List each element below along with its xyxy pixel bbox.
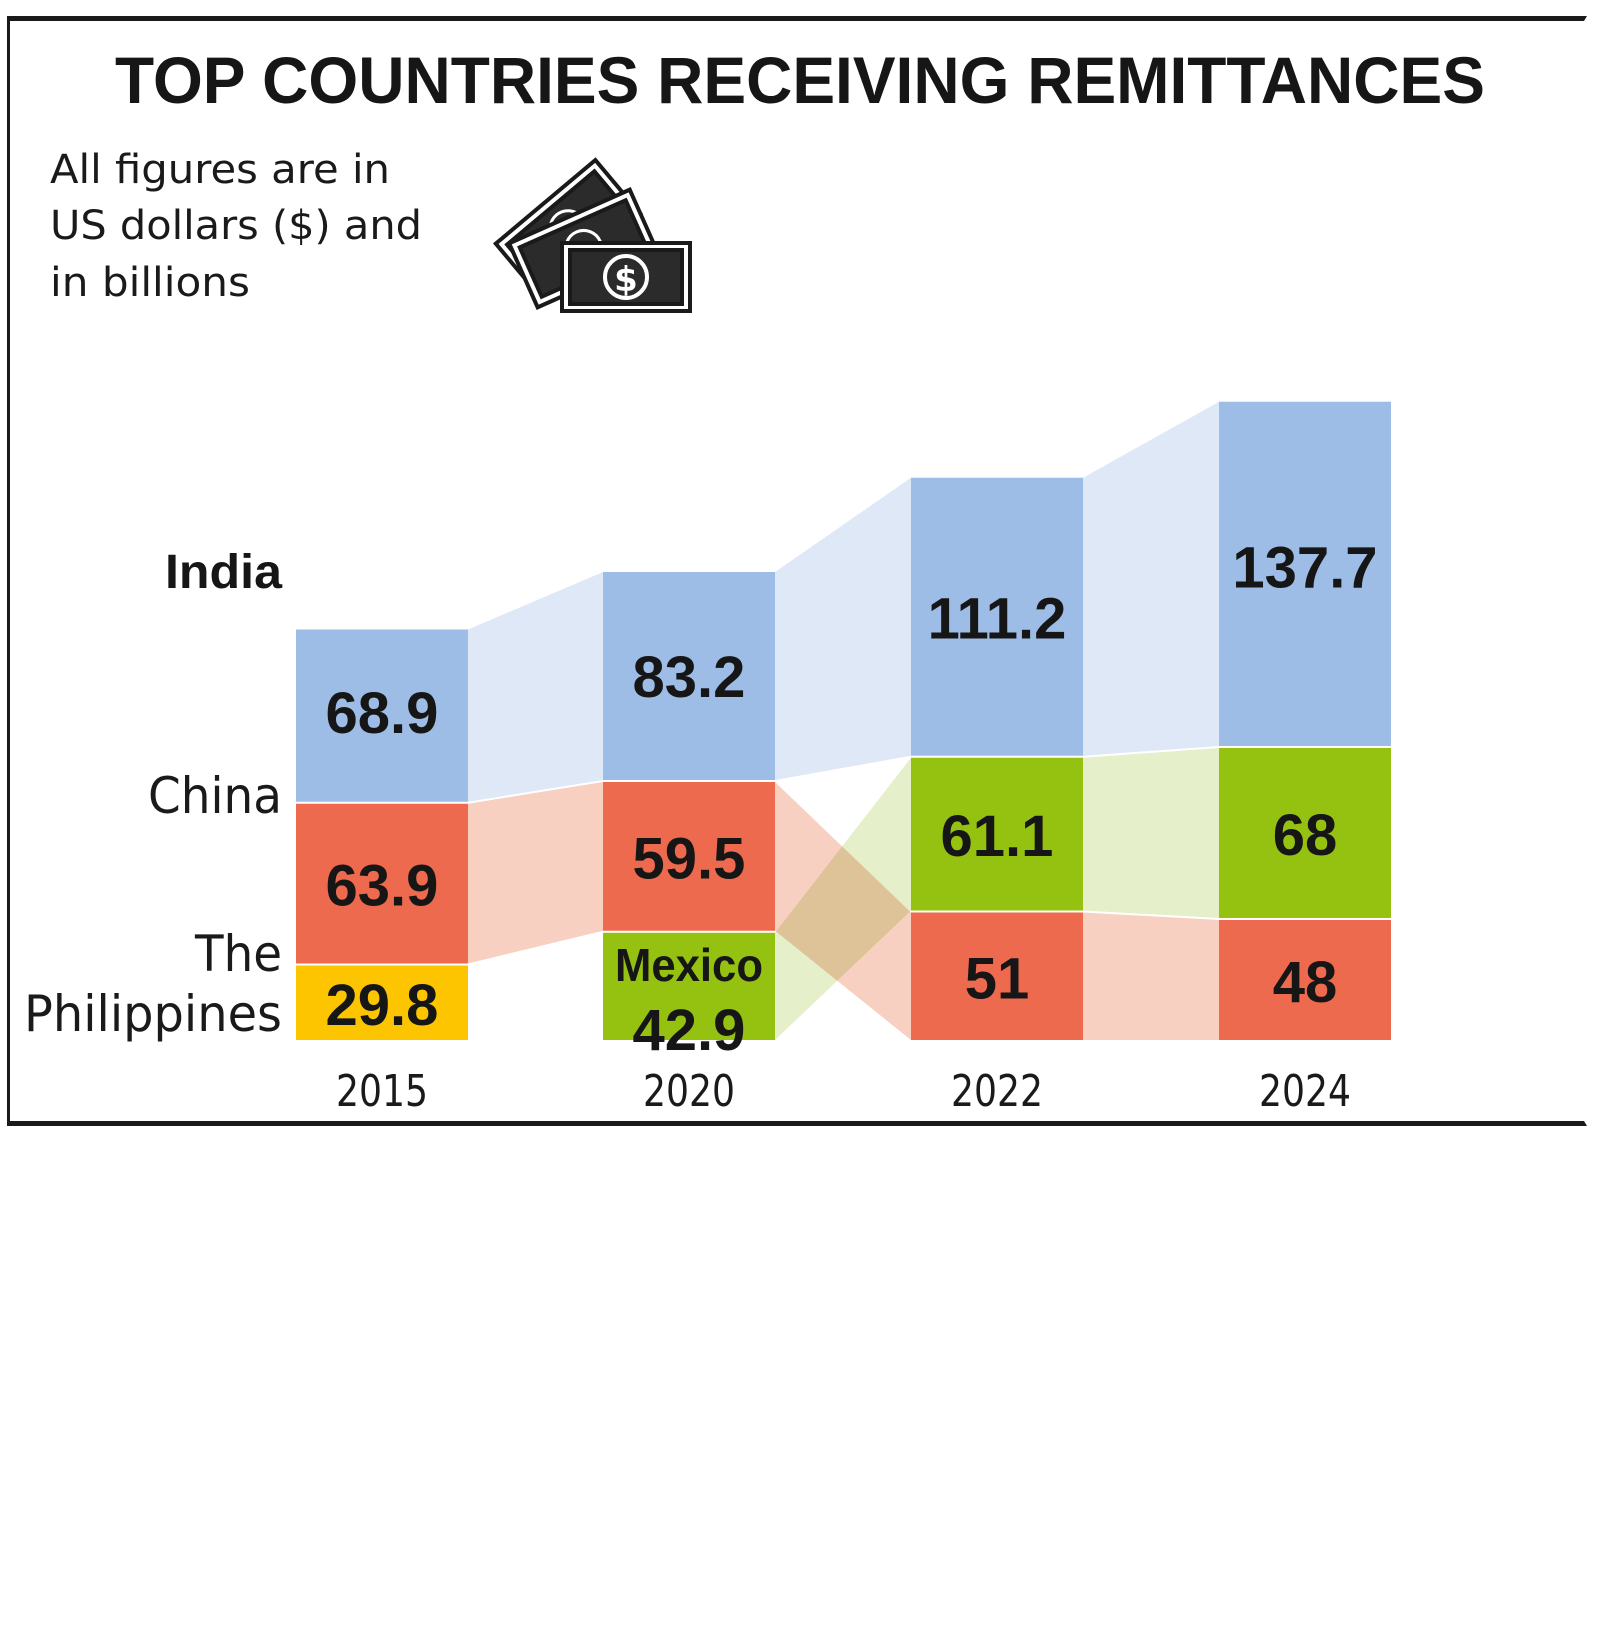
x-tick-2020: 2020 [643, 1066, 735, 1117]
flow-china-2015-2020 [468, 782, 603, 964]
value-label-india-2024: 137.7 [1232, 536, 1377, 601]
bar-china-2015 [296, 803, 468, 964]
bar-china-2022 [911, 912, 1083, 1040]
bar-china-2024 [1219, 920, 1391, 1040]
value-label-china-2020: 59.5 [633, 826, 746, 891]
bar-india-2015 [296, 629, 468, 802]
x-tick-2022: 2022 [951, 1066, 1043, 1117]
value-label-mexico-2022: 61.1 [941, 804, 1054, 869]
subtitle-line-1: All figures are in [50, 147, 390, 193]
value-label-mexico-2020: 42.9 [633, 998, 746, 1063]
value-labels: 68.9 63.9 29.8 83.2 59.5 Mexico 42.9 111.2 61.1 5… [326, 536, 1378, 1063]
bar-mexico-2024 [1219, 748, 1391, 918]
subtitle-line-2: US dollars ($) and [50, 203, 422, 249]
money-bills-icon: $ [492, 157, 692, 313]
bar-india-2024 [1219, 401, 1391, 746]
flow-china-2022-2024 [1083, 912, 1219, 1040]
flow-mexico-2020-2022 [775, 757, 911, 1040]
chart-canvas: 68.9 63.9 29.8 83.2 59.5 Mexico 42.9 111.2 61.1 5… [24, 43, 1485, 1117]
flow-india-2022-2024 [1083, 401, 1219, 756]
bar-stacks [296, 401, 1391, 1040]
bar-india-2020 [603, 572, 775, 780]
row-label-india: India [165, 546, 282, 599]
value-label-the-philippines-2015: 29.8 [326, 973, 439, 1038]
value-label-india-2015: 68.9 [326, 681, 439, 746]
name-label-mexico-2020: Mexico [615, 939, 763, 991]
value-label-china-2022: 51 [965, 946, 1030, 1011]
flow-bands [468, 401, 1219, 1040]
value-label-india-2022: 111.2 [928, 586, 1067, 651]
value-label-india-2020: 83.2 [633, 645, 746, 710]
svg-text:$: $ [614, 260, 638, 300]
x-axis-labels: 2015 2020 2022 2024 [336, 1066, 1351, 1117]
row-label-the: The [194, 925, 282, 983]
bar-mexico-2022 [911, 757, 1083, 911]
chart-frame: 68.9 63.9 29.8 83.2 59.5 Mexico 42.9 111.2 61.1 5… [7, 16, 1587, 1126]
row-label-china: China [148, 767, 282, 825]
x-tick-2015: 2015 [336, 1066, 428, 1117]
bar-the-philippines-2015 [296, 965, 468, 1040]
value-label-china-2024: 48 [1273, 950, 1338, 1015]
subtitle-line-3: in billions [50, 260, 250, 306]
value-label-china-2015: 63.9 [326, 854, 439, 919]
bar-china-2020 [603, 782, 775, 931]
flow-mexico-2022-2024 [1083, 748, 1219, 918]
row-label-philippines: Philippines [24, 985, 282, 1043]
bar-india-2022 [911, 477, 1083, 756]
value-label-mexico-2024: 68 [1273, 803, 1338, 868]
flow-india-2015-2020 [468, 572, 603, 802]
bar-mexico-2020 [603, 932, 775, 1040]
chart-title: TOP COUNTRIES RECEIVING REMITTANCES [115, 43, 1485, 117]
x-tick-2024: 2024 [1259, 1066, 1351, 1117]
flow-india-2020-2022 [775, 477, 911, 780]
